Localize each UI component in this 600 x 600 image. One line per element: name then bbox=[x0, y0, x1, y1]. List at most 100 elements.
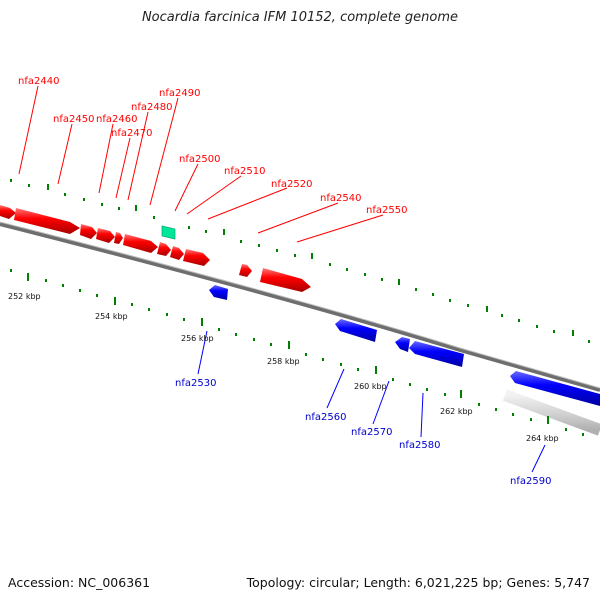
gene-arrow[interactable] bbox=[510, 371, 600, 406]
label-leader bbox=[326, 368, 345, 409]
tick-mark bbox=[346, 268, 348, 271]
tick-mark bbox=[64, 193, 66, 196]
tick-mark bbox=[114, 297, 116, 305]
tick-mark bbox=[10, 269, 12, 272]
rna-gene[interactable] bbox=[161, 225, 176, 240]
tick-mark bbox=[218, 328, 220, 331]
tick-mark bbox=[28, 184, 30, 187]
gene-label[interactable]: nfa2550 bbox=[366, 205, 407, 216]
label-leader bbox=[197, 330, 208, 375]
gene-arrow[interactable] bbox=[335, 319, 377, 342]
tick-mark bbox=[153, 216, 155, 219]
gene-arrow[interactable] bbox=[123, 234, 158, 253]
gene-arrow[interactable] bbox=[0, 205, 16, 219]
gene-label[interactable]: nfa2590 bbox=[510, 476, 551, 487]
tick-mark bbox=[276, 249, 278, 252]
label-leader bbox=[186, 175, 242, 215]
gene-arrow[interactable] bbox=[96, 228, 115, 243]
scale-label: 258 kbp bbox=[267, 357, 300, 366]
tick-mark bbox=[426, 388, 428, 391]
tick-mark bbox=[432, 293, 434, 296]
gene-arrow[interactable] bbox=[260, 268, 311, 292]
gene-arrow[interactable] bbox=[170, 246, 184, 260]
tick-mark bbox=[536, 325, 538, 328]
scale-label: 252 kbp bbox=[8, 292, 41, 301]
label-leader bbox=[257, 202, 339, 234]
tick-mark bbox=[398, 279, 400, 285]
gene-label[interactable]: nfa2530 bbox=[175, 378, 216, 389]
tick-mark bbox=[588, 340, 590, 343]
tick-mark bbox=[205, 230, 207, 233]
tick-mark bbox=[381, 278, 383, 281]
tick-mark bbox=[201, 318, 203, 326]
scale-label: 262 kbp bbox=[440, 407, 473, 416]
label-leader bbox=[531, 444, 546, 473]
gene-arrow[interactable] bbox=[409, 341, 464, 367]
tick-mark bbox=[253, 338, 255, 341]
gene-label[interactable]: nfa2510 bbox=[224, 166, 265, 177]
tick-mark bbox=[486, 306, 488, 312]
tick-mark bbox=[118, 207, 120, 210]
gene-label[interactable]: nfa2480 bbox=[131, 102, 172, 113]
gene-arrow[interactable] bbox=[183, 249, 210, 266]
gene-arrow[interactable] bbox=[14, 208, 80, 234]
tick-mark bbox=[512, 413, 514, 416]
forward-genes bbox=[0, 205, 311, 292]
gene-label[interactable]: nfa2470 bbox=[111, 128, 152, 139]
tick-mark bbox=[166, 313, 168, 316]
gene-label[interactable]: nfa2560 bbox=[305, 412, 346, 423]
gene-label[interactable]: nfa2570 bbox=[351, 427, 392, 438]
tick-mark bbox=[96, 294, 98, 297]
genome-backbone bbox=[0, 222, 600, 392]
tick-mark bbox=[45, 279, 47, 282]
tick-mark bbox=[340, 363, 342, 366]
gene-label[interactable]: nfa2460 bbox=[96, 114, 137, 125]
tick-mark bbox=[311, 253, 313, 259]
tick-mark bbox=[501, 314, 503, 317]
scale-label: 256 kbp bbox=[181, 334, 214, 343]
gene-arrow[interactable] bbox=[114, 232, 123, 244]
segment-bar bbox=[502, 389, 600, 436]
gene-label[interactable]: nfa2540 bbox=[320, 193, 361, 204]
tick-mark bbox=[305, 353, 307, 356]
tick-mark bbox=[530, 418, 532, 421]
tick-mark bbox=[478, 403, 480, 406]
tick-mark bbox=[449, 299, 451, 302]
gene-arrow[interactable] bbox=[395, 337, 410, 352]
gene-arrow[interactable] bbox=[80, 224, 97, 239]
tick-mark bbox=[131, 303, 133, 306]
tick-mark bbox=[183, 318, 185, 321]
gene-label[interactable]: nfa2520 bbox=[271, 179, 312, 190]
tick-mark bbox=[444, 393, 446, 396]
genome-backbone-highlight bbox=[0, 221, 600, 389]
gene-label[interactable]: nfa2450 bbox=[53, 114, 94, 125]
gene-label[interactable]: nfa2500 bbox=[179, 154, 220, 165]
tick-mark bbox=[10, 179, 12, 182]
tick-mark bbox=[62, 284, 64, 287]
tick-mark bbox=[572, 330, 574, 336]
tick-mark bbox=[322, 358, 324, 361]
tick-mark bbox=[47, 184, 49, 190]
reverse-tick-track bbox=[10, 269, 584, 436]
gene-arrow[interactable] bbox=[157, 242, 171, 256]
gene-label[interactable]: nfa2440 bbox=[18, 76, 59, 87]
tick-mark bbox=[223, 229, 225, 235]
tick-mark bbox=[258, 244, 260, 247]
tick-mark bbox=[294, 254, 296, 257]
tick-mark bbox=[27, 273, 29, 281]
tick-mark bbox=[565, 428, 567, 431]
label-leader bbox=[127, 111, 149, 201]
tick-mark bbox=[79, 289, 81, 292]
label-leader bbox=[207, 187, 288, 220]
label-leader bbox=[57, 123, 73, 185]
gene-label[interactable]: nfa2490 bbox=[159, 88, 200, 99]
tick-mark bbox=[553, 330, 555, 333]
gene-label[interactable]: nfa2580 bbox=[399, 440, 440, 451]
tick-mark bbox=[495, 408, 497, 411]
gene-arrow[interactable] bbox=[209, 285, 228, 300]
tick-mark bbox=[392, 378, 394, 381]
gene-arrow[interactable] bbox=[239, 264, 252, 277]
tick-mark bbox=[409, 383, 411, 386]
tick-mark bbox=[188, 226, 190, 229]
